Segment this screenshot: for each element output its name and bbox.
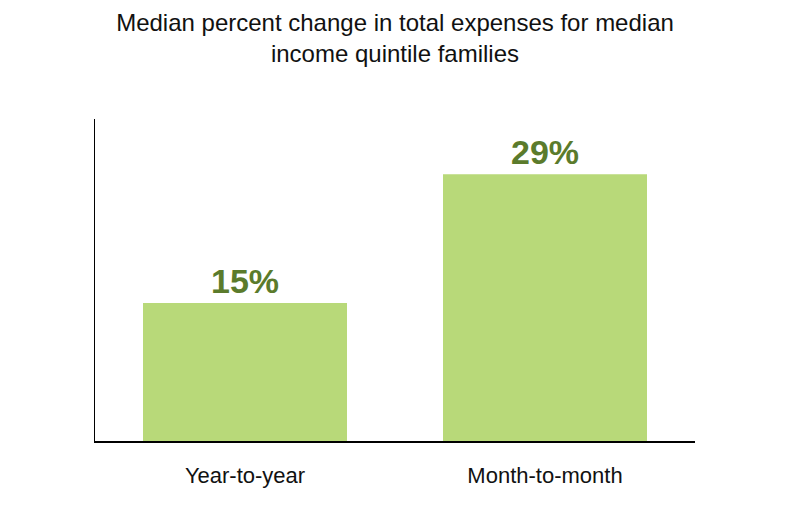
svg-text:Year-to-year: Year-to-year bbox=[185, 463, 305, 488]
svg-text:29%: 29% bbox=[511, 133, 579, 171]
svg-text:Median percent change in total: Median percent change in total expenses … bbox=[116, 9, 674, 67]
svg-text:Month-to-month: Month-to-month bbox=[467, 463, 622, 488]
svg-text:15%: 15% bbox=[211, 262, 279, 300]
